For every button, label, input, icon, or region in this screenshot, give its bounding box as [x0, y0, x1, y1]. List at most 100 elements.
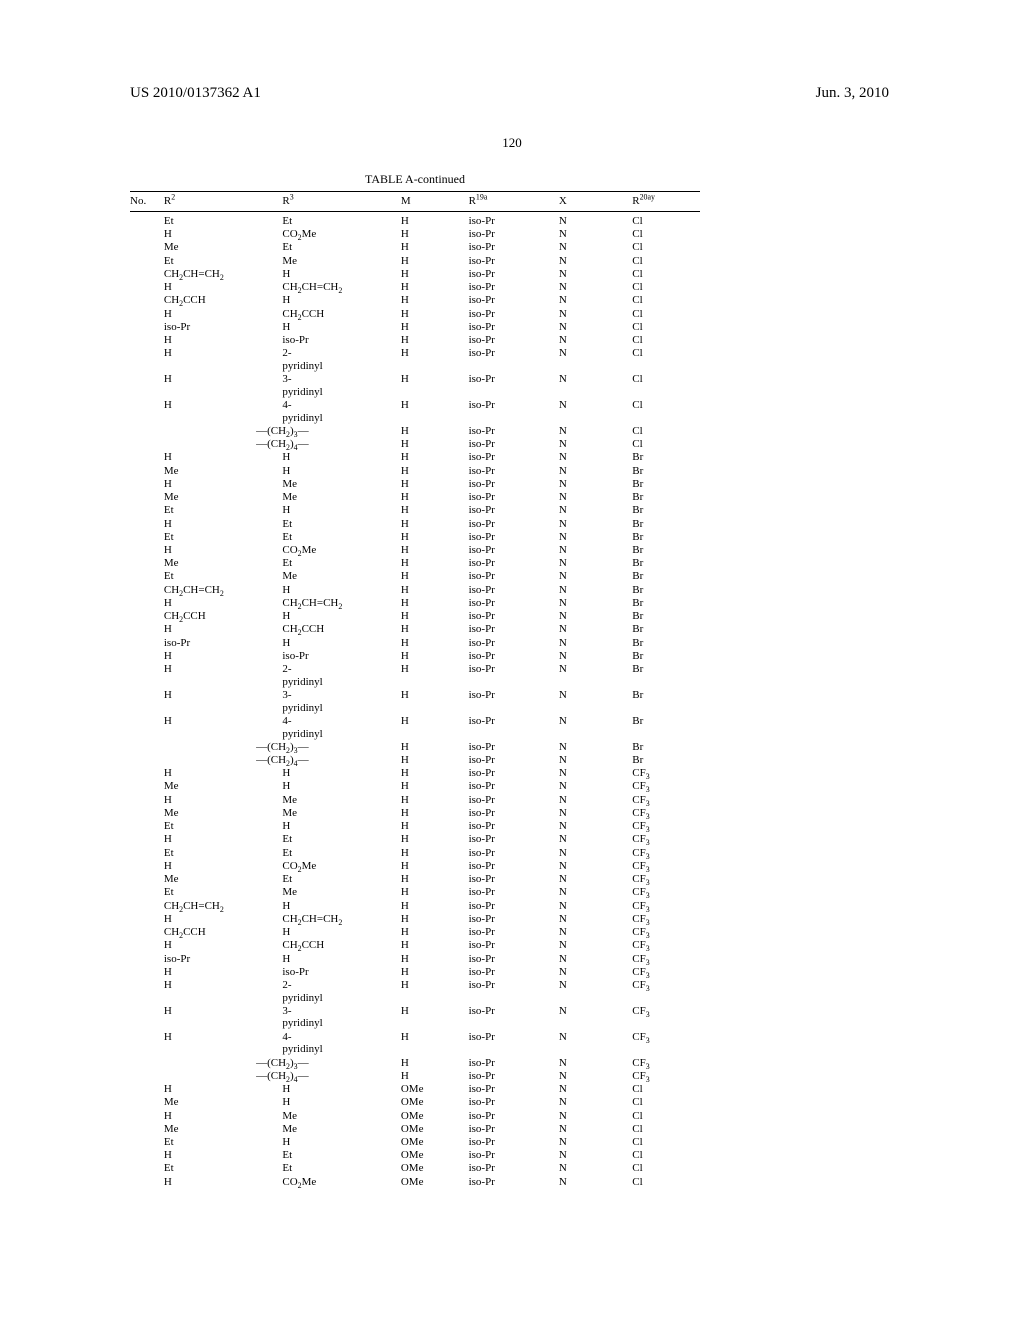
cell-r2: iso-Pr: [164, 636, 283, 649]
cell-x: N: [559, 1149, 632, 1162]
cell-r3: CH2CH=CH2: [282, 913, 401, 926]
cell-r3: H: [282, 820, 401, 833]
table-row: CH2CCHHHiso-PrNCl: [130, 294, 700, 307]
cell-r2: H: [164, 451, 283, 464]
cell-r3: 3-pyridinyl: [282, 689, 401, 715]
cell-r19: iso-Pr: [469, 979, 559, 1005]
cell-x: N: [559, 965, 632, 978]
table-row: EtEtHiso-PrNCl: [130, 215, 700, 228]
cell-r20: CF3: [632, 860, 700, 873]
cell-m: H: [401, 926, 469, 939]
cell-m: H: [401, 215, 469, 228]
cell-r19: iso-Pr: [469, 1162, 559, 1175]
cell-m: H: [401, 281, 469, 294]
cell-r20: Br: [632, 557, 700, 570]
cell-r3: H: [282, 952, 401, 965]
cell-no: [130, 1056, 164, 1069]
cell-x: N: [559, 504, 632, 517]
cell-r19: iso-Pr: [469, 478, 559, 491]
cell-r2: Et: [164, 215, 283, 228]
cell-x: N: [559, 1136, 632, 1149]
cell-r2: H: [164, 1149, 283, 1162]
publication-date: Jun. 3, 2010: [816, 85, 889, 102]
table-row: —(CH2)4—Hiso-PrNCF3: [130, 1070, 700, 1083]
cell-m: OMe: [401, 1136, 469, 1149]
table-row: H2-pyridinylHiso-PrNCl: [130, 347, 700, 373]
cell-m: H: [401, 517, 469, 530]
cell-m: H: [401, 1030, 469, 1056]
cell-r20: Cl: [632, 294, 700, 307]
table-container: TABLE A-continued No. R2 R3 M R19a X R20…: [130, 172, 700, 1189]
table-row: CH2CCHHHiso-PrNBr: [130, 610, 700, 623]
table-row: H3-pyridinylHiso-PrNCl: [130, 373, 700, 399]
cell-x: N: [559, 1109, 632, 1122]
cell-x: N: [559, 939, 632, 952]
col-r3: R3: [282, 194, 401, 209]
cell-x: N: [559, 281, 632, 294]
cell-r3: Me: [282, 478, 401, 491]
cell-no: [130, 570, 164, 583]
table-row: EtMeHiso-PrNBr: [130, 570, 700, 583]
cell-r2: Et: [164, 886, 283, 899]
cell-r19: iso-Pr: [469, 740, 559, 753]
cell-no: [130, 464, 164, 477]
cell-r2: CH2CH=CH2: [164, 583, 283, 596]
table-row: —(CH2)3—Hiso-PrNBr: [130, 740, 700, 753]
table-row: HCH2CCHHiso-PrNCF3: [130, 939, 700, 952]
cell-r3: Et: [282, 530, 401, 543]
table-row: H4-pyridinylHiso-PrNCF3: [130, 1030, 700, 1056]
cell-r20: Br: [632, 517, 700, 530]
cell-r20: CF3: [632, 780, 700, 793]
cell-x: N: [559, 1162, 632, 1175]
cell-r20: CF3: [632, 1070, 700, 1083]
cell-r3: Me: [282, 793, 401, 806]
cell-r2: H: [164, 913, 283, 926]
table-row: MeMeOMeiso-PrNCl: [130, 1122, 700, 1135]
cell-r3: H: [282, 610, 401, 623]
table-row: H2-pyridinylHiso-PrNCF3: [130, 979, 700, 1005]
cell-r3: CO2Me: [282, 228, 401, 241]
cell-x: N: [559, 254, 632, 267]
cell-r20: Cl: [632, 1083, 700, 1096]
cell-x: N: [559, 228, 632, 241]
cell-m: H: [401, 334, 469, 347]
cell-m: H: [401, 939, 469, 952]
cell-m: H: [401, 399, 469, 425]
cell-r3: Et: [282, 873, 401, 886]
cell-r3: H: [282, 767, 401, 780]
cell-r20: Cl: [632, 1109, 700, 1122]
table-row: CH2CCHHHiso-PrNCF3: [130, 926, 700, 939]
cell-r2r3-span: —(CH2)4—: [164, 1070, 401, 1083]
cell-m: H: [401, 846, 469, 859]
cell-r19: iso-Pr: [469, 1175, 559, 1188]
cell-r19: iso-Pr: [469, 807, 559, 820]
col-r2: R2: [164, 194, 283, 209]
cell-r19: iso-Pr: [469, 754, 559, 767]
cell-m: OMe: [401, 1175, 469, 1188]
cell-r19: iso-Pr: [469, 899, 559, 912]
cell-x: N: [559, 715, 632, 741]
cell-no: [130, 886, 164, 899]
table-row: HCO2MeOMeiso-PrNCl: [130, 1175, 700, 1188]
cell-x: N: [559, 873, 632, 886]
cell-x: N: [559, 767, 632, 780]
cell-r20: Br: [632, 504, 700, 517]
cell-r2: H: [164, 860, 283, 873]
cell-x: N: [559, 623, 632, 636]
cell-r3: Et: [282, 517, 401, 530]
cell-no: [130, 530, 164, 543]
cell-no: [130, 715, 164, 741]
cell-r20: Cl: [632, 1175, 700, 1188]
cell-r3: Et: [282, 833, 401, 846]
cell-r20: CF3: [632, 820, 700, 833]
cell-m: H: [401, 478, 469, 491]
cell-x: N: [559, 650, 632, 663]
cell-m: H: [401, 491, 469, 504]
col-r20-sup: 20ay: [640, 192, 655, 201]
cell-r2: H: [164, 373, 283, 399]
cell-r20: Br: [632, 663, 700, 689]
cell-m: H: [401, 754, 469, 767]
cell-x: N: [559, 780, 632, 793]
cell-m: H: [401, 636, 469, 649]
cell-r3: CH2CCH: [282, 939, 401, 952]
